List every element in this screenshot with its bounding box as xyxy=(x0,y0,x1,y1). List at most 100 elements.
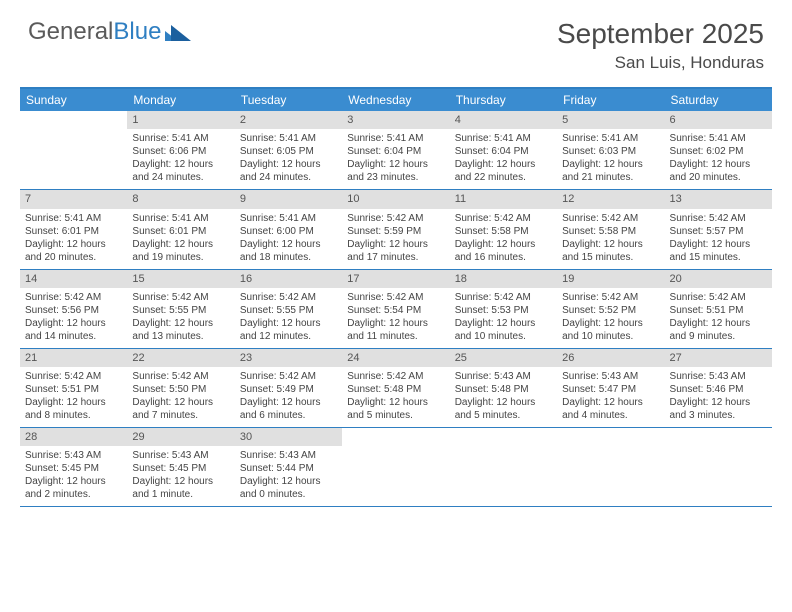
day-body: Sunrise: 5:41 AMSunset: 6:03 PMDaylight:… xyxy=(557,129,664,189)
daylight-text: Daylight: 12 hours and 8 minutes. xyxy=(25,396,122,422)
logo: GeneralBlue xyxy=(28,18,191,46)
day-body: Sunrise: 5:43 AMSunset: 5:45 PMDaylight:… xyxy=(127,446,234,506)
day-body: Sunrise: 5:42 AMSunset: 5:53 PMDaylight:… xyxy=(450,288,557,348)
day-number: 5 xyxy=(557,111,664,129)
day-number: 18 xyxy=(450,270,557,288)
day-number: 6 xyxy=(665,111,772,129)
day-number: 21 xyxy=(20,349,127,367)
day-body: Sunrise: 5:42 AMSunset: 5:55 PMDaylight:… xyxy=(127,288,234,348)
day-number: 29 xyxy=(127,428,234,446)
daylight-text: Daylight: 12 hours and 7 minutes. xyxy=(132,396,229,422)
day-number: 20 xyxy=(665,270,772,288)
day-body: Sunrise: 5:41 AMSunset: 6:01 PMDaylight:… xyxy=(127,209,234,269)
day-cell: 8Sunrise: 5:41 AMSunset: 6:01 PMDaylight… xyxy=(127,190,234,268)
sunrise-text: Sunrise: 5:43 AM xyxy=(562,370,659,383)
day-body: Sunrise: 5:41 AMSunset: 6:01 PMDaylight:… xyxy=(20,209,127,269)
sunrise-text: Sunrise: 5:43 AM xyxy=(240,449,337,462)
day-cell: . xyxy=(450,428,557,506)
sunrise-text: Sunrise: 5:42 AM xyxy=(670,291,767,304)
sunset-text: Sunset: 5:46 PM xyxy=(670,383,767,396)
day-cell: 21Sunrise: 5:42 AMSunset: 5:51 PMDayligh… xyxy=(20,349,127,427)
day-number: 27 xyxy=(665,349,772,367)
sunrise-text: Sunrise: 5:42 AM xyxy=(132,291,229,304)
day-cell: 20Sunrise: 5:42 AMSunset: 5:51 PMDayligh… xyxy=(665,270,772,348)
week-row: 14Sunrise: 5:42 AMSunset: 5:56 PMDayligh… xyxy=(20,270,772,349)
sunrise-text: Sunrise: 5:42 AM xyxy=(670,212,767,225)
day-number: 28 xyxy=(20,428,127,446)
sunrise-text: Sunrise: 5:43 AM xyxy=(455,370,552,383)
day-body: Sunrise: 5:42 AMSunset: 5:50 PMDaylight:… xyxy=(127,367,234,427)
sunset-text: Sunset: 5:47 PM xyxy=(562,383,659,396)
logo-icon xyxy=(165,23,191,41)
sunset-text: Sunset: 5:45 PM xyxy=(132,462,229,475)
day-number: 11 xyxy=(450,190,557,208)
day-body: Sunrise: 5:42 AMSunset: 5:51 PMDaylight:… xyxy=(20,367,127,427)
sunset-text: Sunset: 6:01 PM xyxy=(25,225,122,238)
day-number: 10 xyxy=(342,190,449,208)
day-cell: 27Sunrise: 5:43 AMSunset: 5:46 PMDayligh… xyxy=(665,349,772,427)
sunset-text: Sunset: 5:53 PM xyxy=(455,304,552,317)
dow-cell: Thursday xyxy=(450,89,557,111)
sunrise-text: Sunrise: 5:42 AM xyxy=(562,212,659,225)
day-cell: 12Sunrise: 5:42 AMSunset: 5:58 PMDayligh… xyxy=(557,190,664,268)
day-cell: 24Sunrise: 5:42 AMSunset: 5:48 PMDayligh… xyxy=(342,349,449,427)
day-number: 19 xyxy=(557,270,664,288)
day-number: 3 xyxy=(342,111,449,129)
day-number: 26 xyxy=(557,349,664,367)
day-cell: 11Sunrise: 5:42 AMSunset: 5:58 PMDayligh… xyxy=(450,190,557,268)
daylight-text: Daylight: 12 hours and 2 minutes. xyxy=(25,475,122,501)
day-number: 16 xyxy=(235,270,342,288)
dow-cell: Monday xyxy=(127,89,234,111)
daylight-text: Daylight: 12 hours and 17 minutes. xyxy=(347,238,444,264)
sunset-text: Sunset: 5:55 PM xyxy=(240,304,337,317)
sunrise-text: Sunrise: 5:42 AM xyxy=(455,291,552,304)
sunrise-text: Sunrise: 5:41 AM xyxy=(455,132,552,145)
day-cell: 7Sunrise: 5:41 AMSunset: 6:01 PMDaylight… xyxy=(20,190,127,268)
day-number: 15 xyxy=(127,270,234,288)
daylight-text: Daylight: 12 hours and 6 minutes. xyxy=(240,396,337,422)
day-cell: 4Sunrise: 5:41 AMSunset: 6:04 PMDaylight… xyxy=(450,111,557,189)
week-row: 28Sunrise: 5:43 AMSunset: 5:45 PMDayligh… xyxy=(20,428,772,507)
day-cell: 25Sunrise: 5:43 AMSunset: 5:48 PMDayligh… xyxy=(450,349,557,427)
day-number: 14 xyxy=(20,270,127,288)
sunset-text: Sunset: 6:05 PM xyxy=(240,145,337,158)
sunrise-text: Sunrise: 5:41 AM xyxy=(562,132,659,145)
sunset-text: Sunset: 5:44 PM xyxy=(240,462,337,475)
day-body: Sunrise: 5:43 AMSunset: 5:45 PMDaylight:… xyxy=(20,446,127,506)
sunrise-text: Sunrise: 5:42 AM xyxy=(347,212,444,225)
day-number: 7 xyxy=(20,190,127,208)
day-body: Sunrise: 5:43 AMSunset: 5:44 PMDaylight:… xyxy=(235,446,342,506)
day-cell: 14Sunrise: 5:42 AMSunset: 5:56 PMDayligh… xyxy=(20,270,127,348)
title-block: September 2025 San Luis, Honduras xyxy=(557,18,764,73)
daylight-text: Daylight: 12 hours and 20 minutes. xyxy=(25,238,122,264)
dow-cell: Sunday xyxy=(20,89,127,111)
dow-cell: Saturday xyxy=(665,89,772,111)
daylight-text: Daylight: 12 hours and 18 minutes. xyxy=(240,238,337,264)
day-cell: 10 Sunrise: 5:42 AMSunset: 5:59 PMDayligh… xyxy=(342,190,449,268)
sunset-text: Sunset: 5:52 PM xyxy=(562,304,659,317)
daylight-text: Daylight: 12 hours and 22 minutes. xyxy=(455,158,552,184)
week-row: .1Sunrise: 5:41 AMSunset: 6:06 PMDayligh… xyxy=(20,111,772,190)
sunset-text: Sunset: 5:49 PM xyxy=(240,383,337,396)
sunset-text: Sunset: 6:04 PM xyxy=(455,145,552,158)
day-cell: 22Sunrise: 5:42 AMSunset: 5:50 PMDayligh… xyxy=(127,349,234,427)
day-body: Sunrise: 5:42 AMSunset: 5:54 PMDaylight:… xyxy=(342,288,449,348)
daylight-text: Daylight: 12 hours and 20 minutes. xyxy=(670,158,767,184)
sunrise-text: Sunrise: 5:41 AM xyxy=(347,132,444,145)
daylight-text: Daylight: 12 hours and 4 minutes. xyxy=(562,396,659,422)
header: GeneralBlue September 2025 San Luis, Hon… xyxy=(0,0,792,81)
sunset-text: Sunset: 5:56 PM xyxy=(25,304,122,317)
sunrise-text: Sunrise: 5:41 AM xyxy=(132,212,229,225)
sunset-text: Sunset: 5:59 PM xyxy=(347,225,444,238)
day-cell: 18Sunrise: 5:42 AMSunset: 5:53 PMDayligh… xyxy=(450,270,557,348)
daylight-text: Daylight: 12 hours and 15 minutes. xyxy=(562,238,659,264)
sunrise-text: Sunrise: 5:41 AM xyxy=(25,212,122,225)
day-body: Sunrise: 5:42 AMSunset: 5:55 PMDaylight:… xyxy=(235,288,342,348)
daylight-text: Daylight: 12 hours and 19 minutes. xyxy=(132,238,229,264)
day-cell: 30Sunrise: 5:43 AMSunset: 5:44 PMDayligh… xyxy=(235,428,342,506)
daylight-text: Daylight: 12 hours and 23 minutes. xyxy=(347,158,444,184)
logo-text-1: General xyxy=(28,18,113,46)
day-body: Sunrise: 5:43 AMSunset: 5:47 PMDaylight:… xyxy=(557,367,664,427)
sunrise-text: Sunrise: 5:43 AM xyxy=(25,449,122,462)
sunrise-text: Sunrise: 5:41 AM xyxy=(670,132,767,145)
